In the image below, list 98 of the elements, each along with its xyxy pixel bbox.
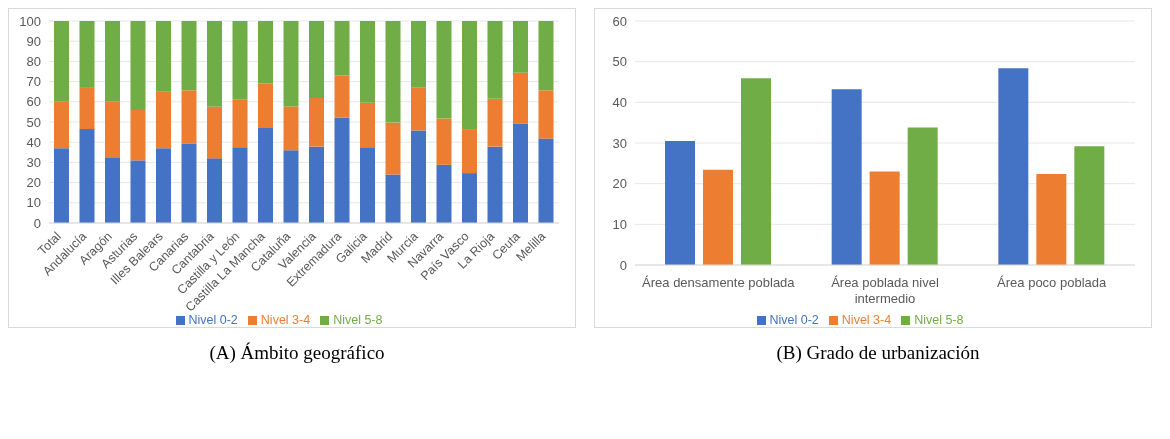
bar [334, 117, 350, 223]
legend-label: Nivel 3-4 [260, 313, 311, 327]
bar [105, 21, 120, 102]
legend-label: Nivel 0-2 [188, 313, 238, 327]
text: (A) Ámbito geográfico [208, 342, 386, 364]
bar [334, 75, 350, 118]
bar [436, 21, 452, 119]
bar [703, 169, 733, 265]
bar [487, 98, 503, 147]
bar [105, 101, 120, 158]
text: (B) Grado de urbanización [775, 342, 981, 364]
bar [309, 97, 324, 147]
bar [181, 143, 197, 223]
bar [411, 21, 426, 88]
bar [181, 21, 197, 91]
bar [258, 21, 273, 84]
bar [54, 101, 69, 149]
bar [411, 130, 426, 223]
y-tick-label: 50 [26, 114, 41, 130]
bar [207, 21, 222, 107]
bar [258, 83, 273, 129]
bar [385, 21, 401, 123]
y-tick-label: 80 [26, 54, 41, 70]
bar [513, 123, 528, 223]
bar [105, 157, 120, 223]
bar [998, 68, 1029, 265]
y-tick-label: 0 [33, 215, 41, 231]
legend-label: Nivel 5-8 [333, 313, 383, 327]
bar [54, 148, 69, 223]
y-tick-label: 70 [26, 74, 41, 90]
bar [156, 91, 171, 149]
bar [283, 150, 299, 223]
bar [487, 146, 503, 223]
bar [538, 21, 554, 91]
bar [462, 173, 477, 223]
y-tick-label: 20 [26, 175, 41, 191]
bar [79, 129, 95, 223]
bar [538, 90, 554, 139]
bar [334, 21, 350, 76]
y-tick-label: 40 [26, 134, 41, 150]
bar [411, 87, 426, 131]
y-tick-label: 60 [26, 94, 41, 110]
bar [79, 87, 95, 130]
bar [232, 21, 248, 100]
bar [130, 160, 146, 223]
y-tick-label: 90 [26, 33, 41, 49]
bar [1036, 173, 1067, 265]
bar [130, 109, 146, 161]
legend-label: Nivel 3-4 [841, 313, 892, 327]
bar [385, 122, 401, 175]
y-tick-label: 40 [612, 94, 627, 110]
bar [360, 102, 375, 148]
bar [831, 89, 862, 265]
y-tick-label: 20 [612, 176, 627, 192]
bar [79, 21, 95, 88]
bar [487, 21, 503, 99]
bar [207, 106, 222, 159]
y-tick-label: 10 [26, 195, 41, 211]
bar [513, 21, 528, 73]
bar [360, 147, 375, 223]
bar [283, 106, 299, 151]
bar [156, 21, 171, 92]
y-tick-label: 100 [19, 13, 41, 29]
bar [207, 158, 222, 223]
bar [156, 148, 171, 223]
bar [130, 21, 146, 110]
bar [436, 118, 452, 165]
x-tick-label: Área poblada nivel intermedio [831, 275, 939, 306]
bar [232, 99, 248, 148]
bar [385, 174, 401, 223]
bar [1074, 146, 1105, 265]
legend-label: Nivel 0-2 [769, 313, 819, 327]
y-tick-label: 30 [612, 135, 627, 151]
bar [741, 78, 771, 265]
y-tick-label: 60 [612, 13, 627, 29]
bar [258, 128, 273, 223]
bar [436, 164, 452, 223]
bar [283, 21, 299, 107]
x-tick-label: Área poco poblada [997, 275, 1107, 290]
bar [309, 21, 324, 98]
x-tick-label: Área densamente poblada [642, 275, 796, 290]
bar [462, 21, 477, 130]
bar [869, 171, 900, 265]
y-tick-label: 10 [612, 216, 627, 232]
legend-label: Nivel 5-8 [914, 313, 964, 327]
bar [462, 129, 477, 174]
bar [538, 138, 554, 223]
y-tick-label: 30 [26, 155, 41, 171]
y-tick-label: 0 [619, 257, 627, 273]
bar [54, 21, 69, 102]
bar [181, 90, 197, 144]
bar [309, 146, 324, 223]
bar [907, 127, 938, 265]
bar [360, 21, 375, 103]
bar [665, 140, 695, 265]
bar [513, 72, 528, 124]
bar [232, 147, 248, 223]
y-tick-label: 50 [612, 54, 627, 70]
